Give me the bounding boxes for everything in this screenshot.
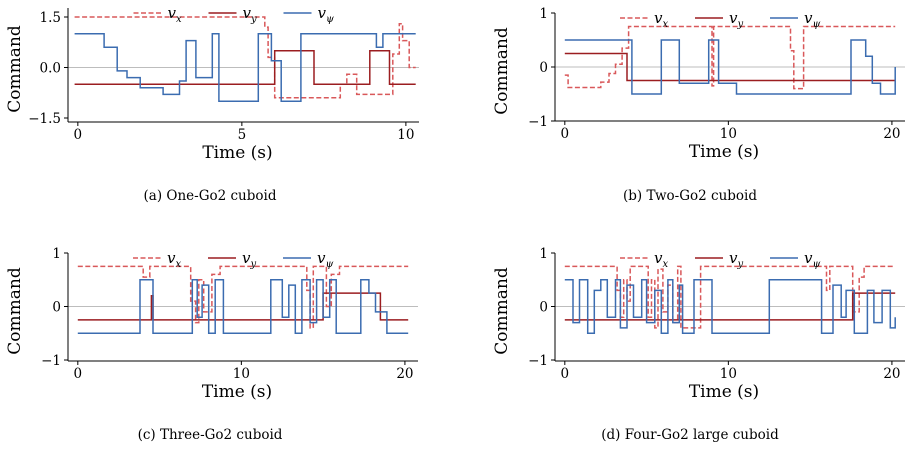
y-tick-label: −1 [41,353,61,369]
legend-label-vx: vx [167,249,181,270]
series-line-vx [74,16,416,99]
x-tick-label: 10 [720,126,737,142]
legend-label-vpsi: vψ [317,249,333,270]
y-axis-label: Command [492,27,512,115]
x-tick-label: 20 [396,366,413,382]
legend-label-vy: vy [242,249,256,270]
x-tick-label: 20 [883,126,900,142]
x-tick-label: 0 [561,126,570,142]
series-line-vpsi [564,39,896,95]
panel-caption: (a) One-Go2 cuboid [144,188,277,204]
x-axis-label: Time (s) [202,143,272,163]
series-line-vx [564,265,896,329]
panel-caption: (c) Three-Go2 cuboid [138,427,283,443]
series-line-vx [77,265,409,329]
panel-caption: (b) Two-Go2 cuboid [623,188,757,204]
y-tick-label: 0 [52,300,61,316]
legend: vx vy vψ [620,249,820,270]
y-axis-label: Command [5,25,25,113]
y-tick-label: 1.5 [40,10,61,26]
y-axis-label: Command [492,267,512,355]
y-tick-label: −1.5 [28,111,61,127]
x-tick-label: 0 [74,366,83,382]
legend-label-vx: vx [168,4,182,25]
legend-label-vy: vy [729,9,743,30]
x-tick-label: 5 [238,127,247,143]
legend-label-vy: vy [243,4,257,25]
panel-caption: (d) Four-Go2 large cuboid [601,427,779,443]
chart-panel-1: −1.5 0.0 1.5 0 5 10 Time (s) Command vx vy vψ (a) O… [5,4,419,204]
y-axis-label: Command [5,267,25,355]
series-line-vpsi [564,279,896,335]
series-line-vy [74,49,416,86]
x-axis-label: Time (s) [202,382,272,402]
x-tick-label: 10 [720,366,737,382]
y-tick-label: 0 [539,60,548,76]
x-tick-label: 10 [233,366,250,382]
series-line-vx [564,25,896,90]
legend-label-vpsi: vψ [804,249,820,270]
legend: vx vy vψ [133,249,333,270]
y-tick-label: −1 [528,353,548,369]
x-tick-label: 0 [561,366,570,382]
y-tick-label: −1 [528,114,548,130]
series-line-vpsi [74,33,416,102]
y-tick-label: 1 [539,6,548,22]
legend-label-vx: vx [654,9,668,30]
x-axis-label: Time (s) [689,142,759,162]
x-axis-label: Time (s) [689,382,759,402]
legend-label-vpsi: vψ [804,9,820,30]
legend-label-vy: vy [729,249,743,270]
x-tick-label: 0 [74,127,83,143]
y-tick-label: 1 [539,246,548,262]
y-tick-label: 0 [539,300,548,316]
y-tick-label: 0.0 [40,61,61,77]
x-tick-label: 10 [397,127,414,143]
series-line-vpsi [77,279,409,335]
legend: vx vy vψ [133,4,334,25]
series-line-vy [77,292,409,321]
legend-label-vpsi: vψ [318,4,334,25]
series-line-vy [564,52,896,82]
x-tick-label: 20 [883,366,900,382]
y-tick-label: 1 [52,246,61,262]
legend: vx vy vψ [620,9,820,30]
legend-label-vx: vx [654,249,668,270]
